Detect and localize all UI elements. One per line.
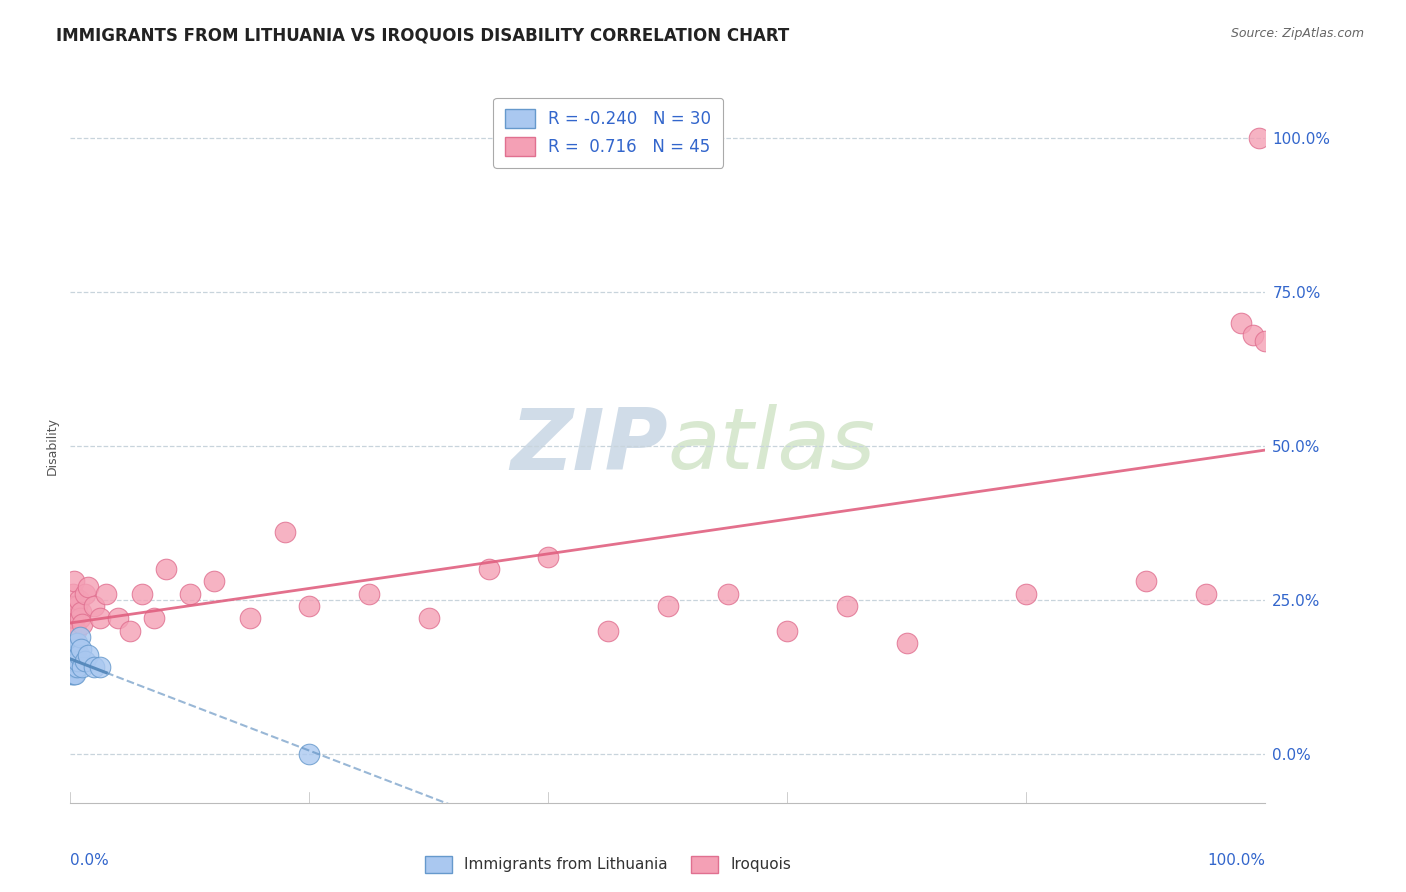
Point (1195, 587, 1218, 601)
Point (63, 599, 86, 613)
Point (478, 562, 501, 576)
Point (60, 666, 83, 681)
Point (1135, 574, 1157, 589)
Point (63, 654, 86, 668)
Point (59, 660, 82, 674)
Point (65, 624, 87, 638)
Text: atlas: atlas (668, 404, 876, 488)
Point (274, 525, 297, 540)
Point (65, 648, 87, 662)
Point (77, 581, 100, 595)
Point (67, 654, 90, 668)
Point (83, 660, 105, 674)
Point (62, 648, 84, 662)
Point (60, 654, 83, 668)
Point (70, 642, 93, 657)
Point (62, 611, 84, 625)
Point (155, 562, 177, 576)
Point (143, 611, 166, 625)
Point (63, 666, 86, 681)
Point (66, 660, 89, 674)
Point (717, 587, 740, 601)
Point (63, 660, 86, 674)
Point (1243, 328, 1265, 343)
Y-axis label: Disability: Disability (46, 417, 59, 475)
Point (70, 605, 93, 619)
Point (67, 592, 90, 607)
Point (65, 642, 87, 657)
Point (66, 636, 89, 650)
Point (131, 587, 153, 601)
Point (598, 624, 620, 638)
Point (63, 648, 86, 662)
Point (60, 624, 83, 638)
Point (60, 599, 83, 613)
Point (120, 624, 141, 638)
Point (62, 660, 84, 674)
Point (298, 747, 321, 761)
Point (298, 599, 321, 613)
Point (202, 574, 225, 589)
Point (418, 611, 440, 625)
Point (62, 660, 84, 674)
Point (359, 587, 381, 601)
Point (69, 611, 91, 625)
Text: Source: ZipAtlas.com: Source: ZipAtlas.com (1230, 27, 1364, 40)
Point (63, 574, 86, 589)
Point (89, 660, 111, 674)
Point (60, 654, 83, 668)
Point (896, 636, 918, 650)
Point (1254, 334, 1277, 349)
Point (62, 654, 84, 668)
Point (1249, 131, 1271, 145)
Point (776, 624, 799, 638)
Text: 100.0%: 100.0% (1208, 853, 1265, 868)
Point (62, 587, 84, 601)
Text: IMMIGRANTS FROM LITHUANIA VS IROQUOIS DISABILITY CORRELATION CHART: IMMIGRANTS FROM LITHUANIA VS IROQUOIS DI… (56, 27, 790, 45)
Point (83, 599, 105, 613)
Point (62, 666, 84, 681)
Point (70, 617, 93, 632)
Text: ZIP: ZIP (510, 404, 668, 488)
Point (73, 654, 96, 668)
Point (63, 611, 86, 625)
Legend: Immigrants from Lithuania, Iroquois: Immigrants from Lithuania, Iroquois (418, 848, 799, 880)
Point (66, 599, 89, 613)
Point (67, 648, 90, 662)
Point (73, 587, 96, 601)
Point (69, 630, 91, 644)
Point (179, 587, 201, 601)
Point (70, 660, 93, 674)
Point (1015, 587, 1038, 601)
Point (96, 587, 118, 601)
Point (65, 654, 87, 668)
Point (1230, 316, 1253, 330)
Text: 0.0%: 0.0% (70, 853, 110, 868)
Point (837, 599, 859, 613)
Point (537, 549, 560, 564)
Point (657, 599, 679, 613)
Point (239, 611, 262, 625)
Point (63, 666, 86, 681)
Point (107, 611, 129, 625)
Point (89, 611, 111, 625)
Point (77, 648, 100, 662)
Point (60, 660, 83, 674)
